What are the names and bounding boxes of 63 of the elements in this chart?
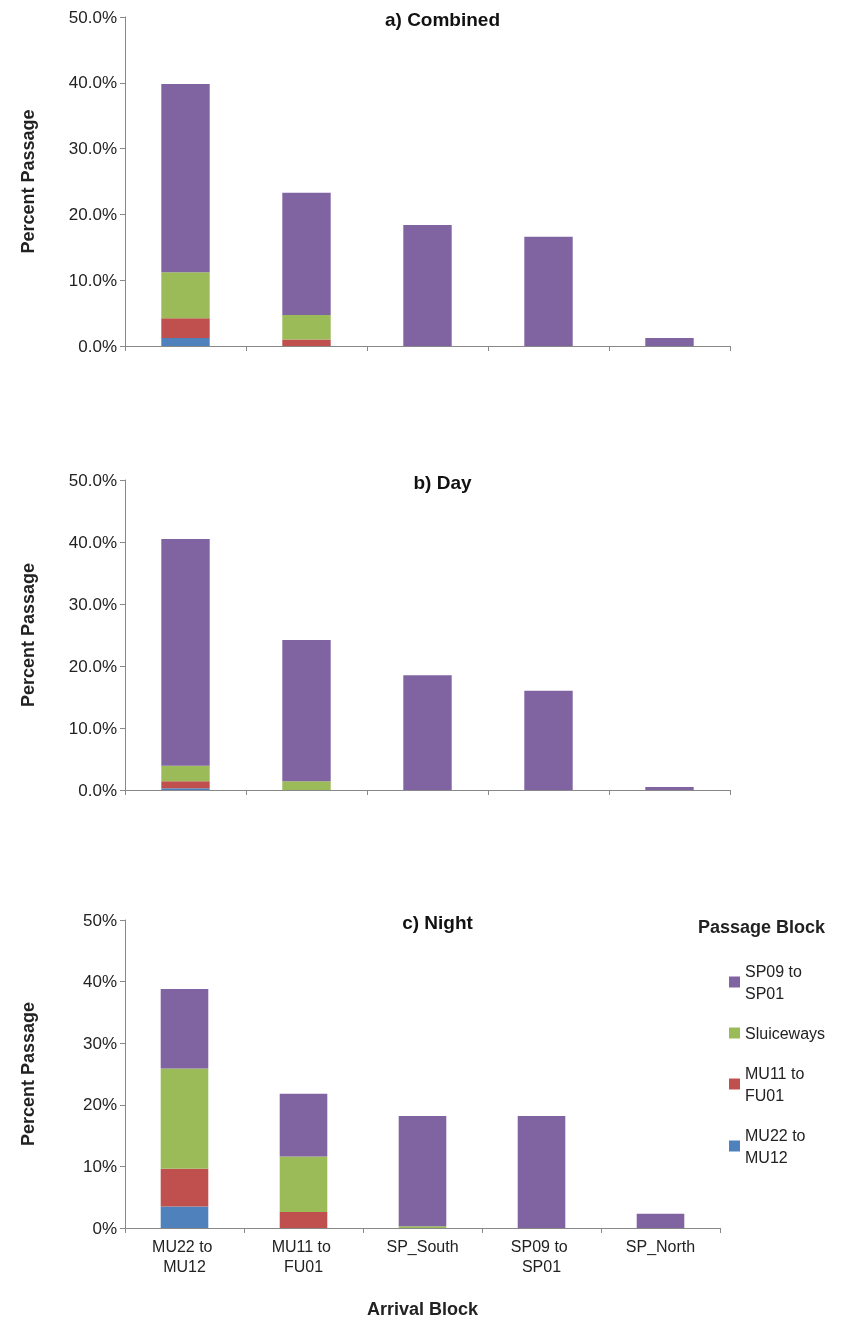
legend-label: MU11 to FU01 [745, 1064, 809, 1104]
y-tick-label: 0.0% [78, 336, 117, 356]
bar [282, 781, 331, 790]
chart-title: c) Night [402, 912, 474, 933]
x-tick-label: MU22 to MU12 [152, 1237, 217, 1275]
bar [282, 315, 331, 340]
y-tick-label: 10.0% [68, 718, 117, 738]
bar [645, 786, 694, 790]
bar [282, 639, 331, 782]
bar [524, 236, 573, 346]
y-tick-label: 0.0% [78, 780, 117, 800]
bar [282, 339, 331, 346]
y-tick-label: 10.0% [68, 270, 117, 290]
bar [161, 318, 210, 339]
bar [524, 690, 573, 790]
legend-label: SP09 to SP01 [745, 962, 807, 1002]
x-tick-label: SP_South [386, 1237, 459, 1256]
y-tick-label: 40.0% [68, 73, 117, 93]
y-axis-title: Percent Passage [18, 562, 38, 708]
y-tick-label: 20% [82, 1095, 117, 1115]
bar [160, 1068, 209, 1169]
bar [282, 192, 331, 316]
bar [161, 765, 210, 782]
bar [403, 224, 452, 346]
bar [517, 1115, 566, 1228]
chart-title: b) Day [413, 472, 472, 493]
legend-label: Sluiceways [745, 1024, 826, 1042]
y-tick-label: 50.0% [68, 7, 117, 27]
chart-title: a) Combined [384, 9, 501, 30]
y-tick-label: 50% [82, 910, 117, 930]
x-axis-title: Arrival Block [366, 1299, 480, 1319]
y-tick-label: 10% [82, 1156, 117, 1176]
y-tick-label: 30.0% [68, 594, 117, 614]
bar [636, 1213, 685, 1228]
y-tick-label: 30% [82, 1033, 117, 1053]
bar [161, 84, 210, 273]
bar [279, 1093, 328, 1157]
x-tick-label: SP09 to SP01 [510, 1237, 573, 1275]
y-tick-label: 30.0% [68, 139, 117, 159]
y-tick-label: 50.0% [68, 470, 117, 490]
y-tick-label: 0% [92, 1218, 117, 1238]
y-tick-label: 20.0% [68, 656, 117, 676]
y-tick-label: 40% [82, 972, 117, 992]
bar [160, 1206, 209, 1228]
bar [279, 1211, 328, 1228]
bar [279, 1156, 328, 1212]
bar [398, 1115, 447, 1227]
bar [160, 1168, 209, 1207]
x-tick-label: MU11 to FU01 [271, 1237, 336, 1275]
bar [161, 538, 210, 766]
y-tick-label: 20.0% [68, 204, 117, 224]
y-axis-title: Percent Passage [18, 1001, 38, 1147]
y-axis-title: Percent Passage [18, 109, 38, 254]
legend-label: MU22 to MU12 [745, 1126, 810, 1166]
bar [161, 338, 210, 346]
bar [403, 675, 452, 790]
bar [645, 338, 694, 346]
bar [161, 781, 210, 789]
legend-title: Passage Block [697, 917, 826, 937]
y-tick-label: 40.0% [68, 532, 117, 552]
x-tick-label: SP_North [625, 1237, 696, 1256]
bar [161, 272, 210, 319]
bar [160, 988, 209, 1069]
